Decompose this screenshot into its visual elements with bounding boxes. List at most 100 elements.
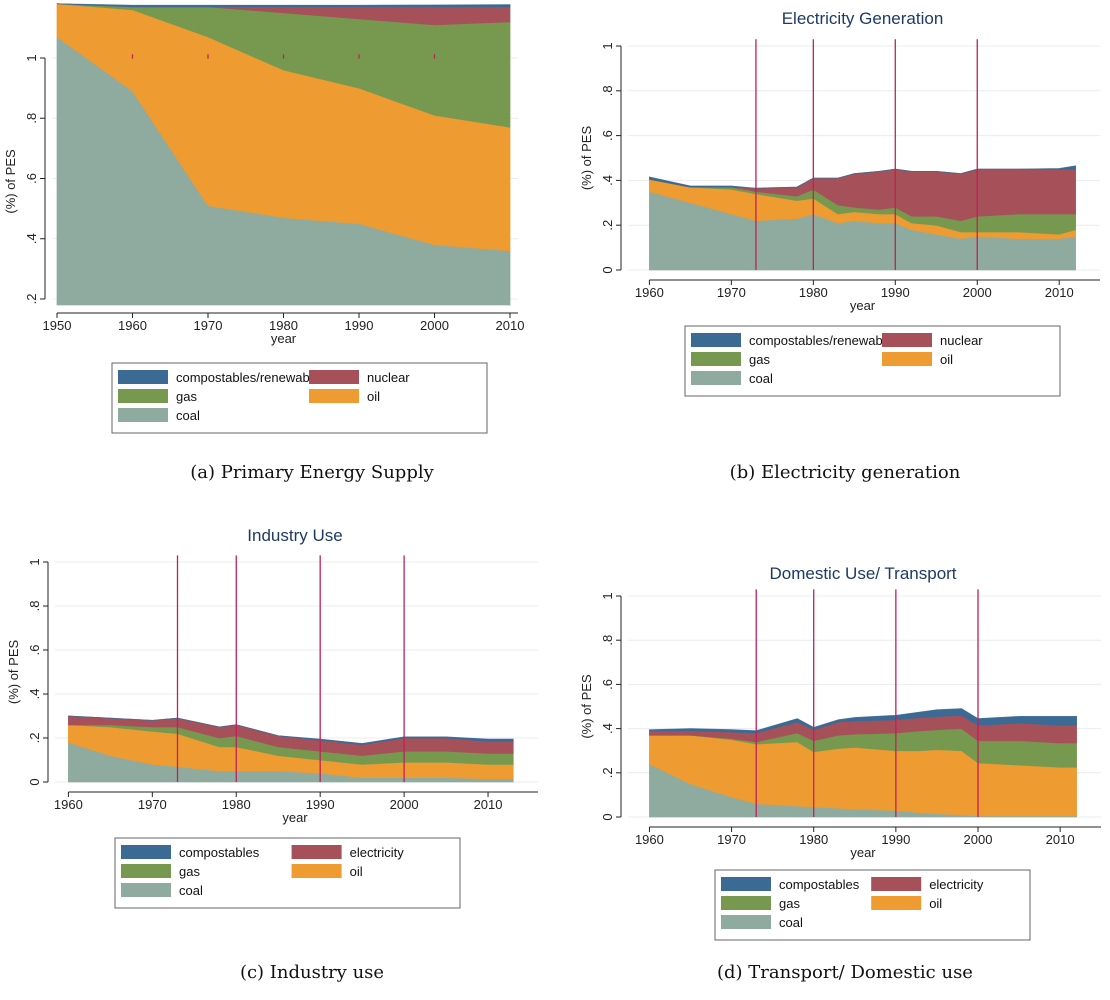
y-tick-label: .8 bbox=[24, 113, 39, 124]
x-tick-label: 2010 bbox=[1046, 832, 1075, 847]
y-tick-label: .4 bbox=[600, 175, 615, 186]
legend-label: electricity bbox=[929, 877, 984, 892]
x-tick-label: 1990 bbox=[881, 285, 910, 300]
caption-c: (c) Industry use bbox=[239, 962, 385, 983]
legend-label: coal bbox=[179, 883, 203, 898]
legend-swatch bbox=[871, 896, 922, 910]
legend-label: oil bbox=[929, 896, 942, 911]
area-compostables bbox=[649, 708, 1077, 734]
legend-label: nuclear bbox=[367, 370, 410, 385]
chart-title: Electricity Generation bbox=[782, 9, 944, 28]
chart-d: 0 .2 .4 .6 .8 1 (%) of PES 1960 1970 1980 1990 2000… bbox=[579, 564, 1101, 941]
legend-label: coal bbox=[749, 371, 773, 386]
chart-panel-a: .2 .4 .6 .8 1 (%) of PES 1950 1960 1970 1980 1990 2… bbox=[0, 3, 555, 438]
chart-c: 0 .2 .4 .6 .8 1 (%) of PES 1960 1970 1980 1990 2000… bbox=[6, 526, 538, 909]
caption-d: (d) Transport/ Domestic use bbox=[717, 962, 973, 983]
legend-label: electricity bbox=[350, 845, 405, 860]
x-tick-label: 1960 bbox=[635, 285, 664, 300]
legend-box bbox=[114, 837, 461, 909]
x-tick-label: 1970 bbox=[717, 832, 746, 847]
legend-swatch bbox=[721, 896, 771, 910]
x-tick-label: 1990 bbox=[881, 832, 910, 847]
legend-label: oil bbox=[940, 352, 953, 367]
legend-label: compostables/renewables bbox=[749, 333, 900, 348]
x-axis-label: year bbox=[282, 810, 308, 825]
x-tick-label: 1960 bbox=[118, 318, 147, 333]
legend-label: compostables bbox=[179, 845, 260, 860]
y-tick-label: .6 bbox=[600, 130, 615, 141]
legend-swatch bbox=[721, 877, 771, 891]
legend-box bbox=[111, 362, 488, 434]
y-tick-label: 0 bbox=[600, 813, 615, 820]
y-axis-label: (%) of PES bbox=[6, 640, 21, 705]
x-tick-label: 2010 bbox=[474, 797, 503, 812]
legend-label: gas bbox=[749, 352, 770, 367]
legend-swatch bbox=[691, 352, 741, 366]
x-tick-label: 1970 bbox=[138, 797, 167, 812]
x-tick-label: 1970 bbox=[717, 285, 746, 300]
chart-title: Domestic Use/ Transport bbox=[769, 564, 956, 583]
legend-swatch bbox=[882, 333, 932, 347]
chart-a: .2 .4 .6 .8 1 (%) of PES 1950 1960 1970 1980 1990 2… bbox=[3, 3, 525, 434]
legend-box bbox=[684, 325, 1061, 397]
x-tick-label: 1980 bbox=[799, 832, 828, 847]
x-tick-label: 2000 bbox=[964, 832, 993, 847]
caption-a: (a) Primary Energy Supply bbox=[190, 462, 434, 483]
y-tick-label: .4 bbox=[600, 723, 615, 734]
legend-label: compostables bbox=[779, 877, 860, 892]
y-tick-label: 1 bbox=[600, 592, 615, 599]
legend-swatch bbox=[691, 371, 741, 385]
y-tick-label: .2 bbox=[600, 767, 615, 778]
y-tick-label: 1 bbox=[27, 558, 42, 565]
x-tick-label: 2010 bbox=[1045, 285, 1074, 300]
x-tick-label: 1990 bbox=[345, 318, 374, 333]
y-tick-label: .6 bbox=[27, 645, 42, 656]
y-tick-label: .4 bbox=[24, 233, 39, 244]
y-tick-label: .8 bbox=[600, 85, 615, 96]
legend-swatch bbox=[309, 370, 359, 384]
legend-swatch bbox=[121, 883, 171, 897]
area-compostables-renewables bbox=[56, 3, 511, 8]
x-tick-label: 2000 bbox=[420, 318, 449, 333]
legend-label: gas bbox=[179, 864, 200, 879]
x-axis-label: year bbox=[271, 331, 297, 346]
legend-swatch bbox=[118, 389, 168, 403]
legend-label: oil bbox=[350, 864, 363, 879]
x-tick-label: 1980 bbox=[269, 318, 298, 333]
x-axis-label: year bbox=[850, 845, 876, 860]
legend-swatch bbox=[882, 352, 932, 366]
legend-swatch bbox=[721, 915, 771, 929]
y-tick-label: .6 bbox=[600, 679, 615, 690]
y-tick-label: .6 bbox=[24, 173, 39, 184]
legend-label: nuclear bbox=[940, 333, 983, 348]
x-tick-label: 1990 bbox=[306, 797, 335, 812]
x-tick-label: 1950 bbox=[43, 318, 72, 333]
x-tick-label: 1960 bbox=[54, 797, 83, 812]
legend-swatch bbox=[691, 333, 741, 347]
y-tick-label: 1 bbox=[24, 54, 39, 61]
legend-swatch bbox=[871, 877, 922, 891]
legend-label: compostables/renewables bbox=[176, 370, 327, 385]
y-tick-label: 1 bbox=[600, 42, 615, 49]
chart-title: Industry Use bbox=[247, 526, 342, 545]
legend-swatch bbox=[118, 408, 168, 422]
x-tick-label: 2000 bbox=[390, 797, 419, 812]
caption-b: (b) Electricity generation bbox=[729, 462, 961, 483]
y-axis-label: (%) of PES bbox=[579, 674, 594, 739]
legend-swatch bbox=[121, 845, 171, 859]
y-axis-label: (%) of PES bbox=[3, 149, 18, 214]
legend-label: oil bbox=[367, 389, 380, 404]
x-tick-label: 2010 bbox=[496, 318, 525, 333]
y-tick-label: .2 bbox=[27, 733, 42, 744]
legend-swatch bbox=[121, 864, 171, 878]
y-tick-label: .8 bbox=[27, 601, 42, 612]
y-tick-label: .4 bbox=[27, 689, 42, 700]
chart-b: 0 .2 .4 .6 .8 1 (%) of PES 1960 1970 1980 1990 2000… bbox=[579, 9, 1100, 397]
legend-label: coal bbox=[176, 408, 200, 423]
y-axis-label: (%) of PES bbox=[579, 126, 594, 191]
x-tick-label: 2000 bbox=[963, 285, 992, 300]
x-tick-label: 1980 bbox=[799, 285, 828, 300]
legend-label: gas bbox=[779, 896, 800, 911]
x-tick-label: 1980 bbox=[222, 797, 251, 812]
legend-label: gas bbox=[176, 389, 197, 404]
